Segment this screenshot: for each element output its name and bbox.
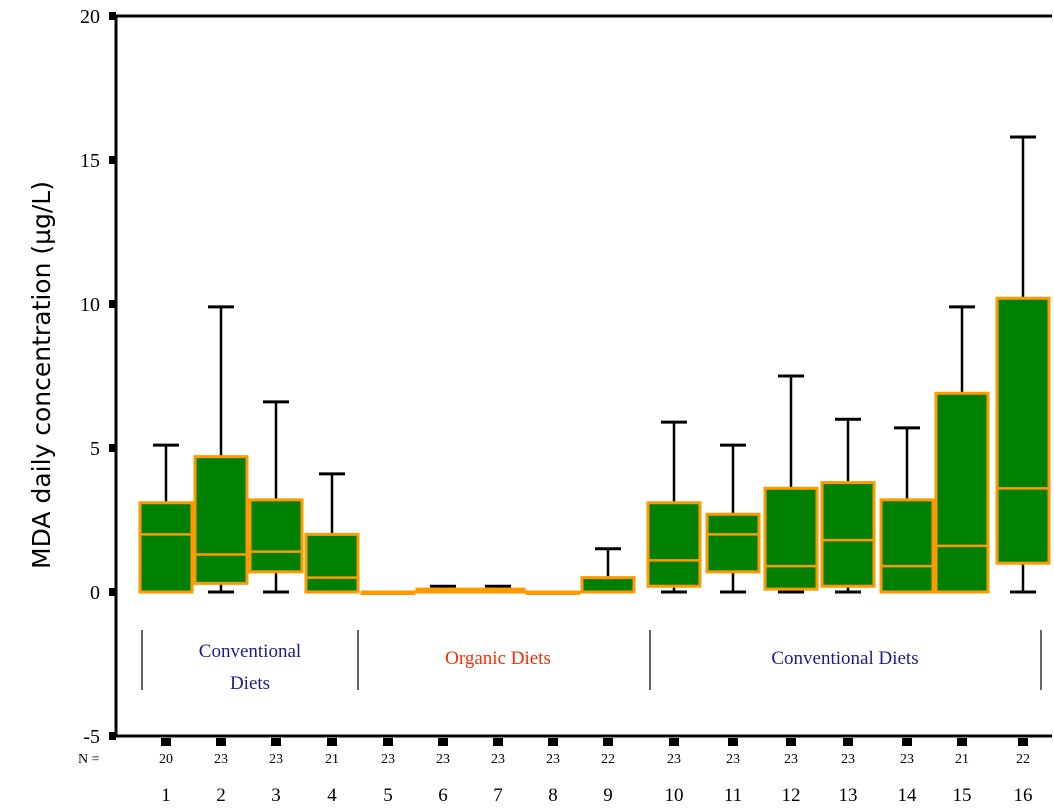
- box-plot-3: [248, 400, 304, 594]
- x-tick-mark: [493, 738, 503, 746]
- x-tick-label: 8: [548, 785, 558, 806]
- x-tick-mark: [548, 738, 558, 746]
- n-count-label: 23: [784, 752, 798, 767]
- box-plot-2: [193, 305, 249, 594]
- x-tick-mark: [327, 738, 337, 746]
- box-body: [646, 501, 702, 588]
- box-body: [820, 481, 876, 588]
- group-label: Organic Diets: [445, 648, 551, 669]
- n-row-label: N =: [78, 752, 100, 767]
- x-tick-label: 4: [327, 785, 337, 806]
- box-body: [193, 455, 249, 585]
- box-body: [705, 512, 761, 574]
- group-label: Conventional: [199, 641, 301, 662]
- x-tick-mark: [383, 738, 393, 746]
- x-tick-mark: [603, 738, 613, 746]
- x-tick-mark: [843, 738, 853, 746]
- box-plot-12: [763, 374, 819, 594]
- n-count-label: 23: [667, 752, 681, 767]
- box-plot-8: [525, 590, 581, 595]
- box-plot-13: [820, 417, 876, 594]
- x-tick-mark: [271, 738, 281, 746]
- x-tick-label: 3: [271, 785, 281, 806]
- y-tick-mark: [109, 732, 116, 740]
- n-count-label: 23: [436, 752, 450, 767]
- group-label: Conventional Diets: [771, 648, 918, 669]
- n-count-label: 22: [601, 752, 615, 767]
- n-count-label: 23: [269, 752, 283, 767]
- y-axis-label: MDA daily concentration (µg/L): [27, 181, 56, 569]
- x-tick-mark: [1018, 738, 1028, 746]
- x-tick-label: 7: [493, 785, 503, 806]
- y-tick-mark: [109, 588, 116, 596]
- box-plot-10: [646, 420, 702, 594]
- box-plot-15: [934, 305, 990, 594]
- x-tick-mark: [161, 738, 171, 746]
- y-tick-label: 10: [80, 294, 100, 316]
- x-tick-label: 1: [161, 785, 171, 806]
- x-tick-mark: [902, 738, 912, 746]
- y-tick-mark: [109, 300, 116, 308]
- n-count-label: 22: [1016, 752, 1030, 767]
- group-dividers: Conventional Diets Organic Diets Convention…: [141, 630, 1042, 694]
- y-tick-label: -5: [83, 726, 100, 748]
- x-tick-mark: [669, 738, 679, 746]
- n-count-label: 23: [841, 752, 855, 767]
- y-tick-mark: [109, 156, 116, 164]
- box-body: [934, 391, 990, 594]
- box-plot-4: [304, 472, 360, 594]
- box-plot-9: [580, 547, 636, 594]
- box-body: [763, 486, 819, 591]
- box-plot-11: [705, 443, 761, 594]
- n-count-label: 23: [726, 752, 740, 767]
- chart-labels: N = 20 23 23 21 23 23 23 23 22 23 23 23 23 23 21 221 2 3 4 5…: [78, 752, 1033, 806]
- group-label: Diets: [230, 673, 270, 694]
- box-body: [879, 498, 935, 594]
- y-tick-label: 20: [80, 6, 100, 28]
- x-tick-label: 2: [216, 785, 226, 806]
- box-series: [138, 135, 1051, 595]
- x-tick-label: 5: [383, 785, 393, 806]
- y-tick-mark: [109, 12, 116, 20]
- x-tick-label: 9: [603, 785, 613, 806]
- n-count-label: 23: [491, 752, 505, 767]
- n-count-label: 23: [900, 752, 914, 767]
- y-tick-label: 0: [90, 582, 100, 604]
- x-tick-mark: [728, 738, 738, 746]
- x-tick-label: 6: [438, 785, 448, 806]
- box-plot-7: [470, 584, 526, 594]
- box-body: [304, 532, 360, 594]
- x-tick-label: 12: [782, 785, 801, 806]
- n-count-label: 23: [214, 752, 228, 767]
- n-count-label: 23: [546, 752, 560, 767]
- box-body: [995, 296, 1051, 565]
- x-tick-mark: [786, 738, 796, 746]
- box-body: [248, 498, 304, 574]
- x-tick-mark: [957, 738, 967, 746]
- n-count-label: 23: [381, 752, 395, 767]
- box-plot-5: [360, 590, 416, 595]
- y-tick-label: 15: [80, 150, 100, 172]
- n-count-label: 21: [325, 752, 339, 767]
- x-tick-label: 14: [898, 785, 918, 806]
- box-plot-16: [995, 135, 1051, 594]
- n-count-label: 20: [159, 752, 173, 767]
- chart-axes: -5 0 5 10 15 20: [80, 6, 1052, 748]
- y-tick-label: 5: [90, 438, 100, 460]
- box-plot-1: [138, 443, 194, 594]
- x-tick-label: 13: [839, 785, 858, 806]
- x-tick-label: 10: [665, 785, 684, 806]
- x-tick-mark: [216, 738, 226, 746]
- box-plot-14: [879, 426, 935, 594]
- n-count-label: 21: [955, 752, 969, 767]
- x-tick-label: 16: [1014, 785, 1033, 806]
- box-body: [580, 576, 636, 594]
- x-tick-mark: [438, 738, 448, 746]
- x-tick-label: 11: [724, 785, 742, 806]
- x-tick-label: 15: [953, 785, 972, 806]
- y-tick-mark: [109, 444, 116, 452]
- box-plot-6: [415, 584, 471, 594]
- box-body: [138, 501, 194, 594]
